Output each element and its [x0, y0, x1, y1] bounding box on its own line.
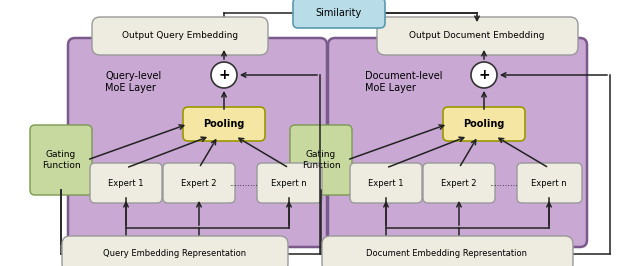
FancyBboxPatch shape	[163, 163, 235, 203]
Text: Gating
Function: Gating Function	[301, 150, 340, 170]
Text: +: +	[218, 68, 230, 82]
FancyBboxPatch shape	[30, 125, 92, 195]
FancyBboxPatch shape	[350, 163, 422, 203]
FancyBboxPatch shape	[183, 107, 265, 141]
FancyBboxPatch shape	[322, 236, 573, 266]
Text: Pooling: Pooling	[463, 119, 505, 129]
Text: Expert n: Expert n	[271, 178, 307, 188]
Text: Similarity: Similarity	[316, 8, 362, 18]
Text: Gating
Function: Gating Function	[42, 150, 80, 170]
FancyBboxPatch shape	[517, 163, 582, 203]
Text: Expert 1: Expert 1	[368, 178, 404, 188]
Text: ...........: ...........	[230, 178, 259, 188]
Text: Output Document Embedding: Output Document Embedding	[409, 31, 545, 40]
Text: Document Embedding Representation: Document Embedding Representation	[367, 250, 527, 259]
Circle shape	[211, 62, 237, 88]
FancyBboxPatch shape	[293, 0, 385, 28]
Text: Expert 1: Expert 1	[108, 178, 144, 188]
Text: Pooling: Pooling	[204, 119, 244, 129]
FancyBboxPatch shape	[423, 163, 495, 203]
FancyBboxPatch shape	[90, 163, 162, 203]
FancyBboxPatch shape	[443, 107, 525, 141]
Text: Document-level
MoE Layer: Document-level MoE Layer	[365, 71, 442, 93]
FancyBboxPatch shape	[290, 125, 352, 195]
FancyBboxPatch shape	[257, 163, 322, 203]
Text: Query Embedding Representation: Query Embedding Representation	[104, 250, 246, 259]
FancyBboxPatch shape	[62, 236, 288, 266]
FancyBboxPatch shape	[68, 38, 327, 247]
Text: Expert n: Expert n	[531, 178, 567, 188]
Circle shape	[471, 62, 497, 88]
FancyBboxPatch shape	[92, 17, 268, 55]
Text: +: +	[478, 68, 490, 82]
Text: Output Query Embedding: Output Query Embedding	[122, 31, 238, 40]
Text: Expert 2: Expert 2	[181, 178, 217, 188]
Text: Query-level
MoE Layer: Query-level MoE Layer	[105, 71, 161, 93]
FancyBboxPatch shape	[377, 17, 578, 55]
Text: ...........: ...........	[490, 178, 518, 188]
Text: Expert 2: Expert 2	[441, 178, 477, 188]
FancyBboxPatch shape	[328, 38, 587, 247]
